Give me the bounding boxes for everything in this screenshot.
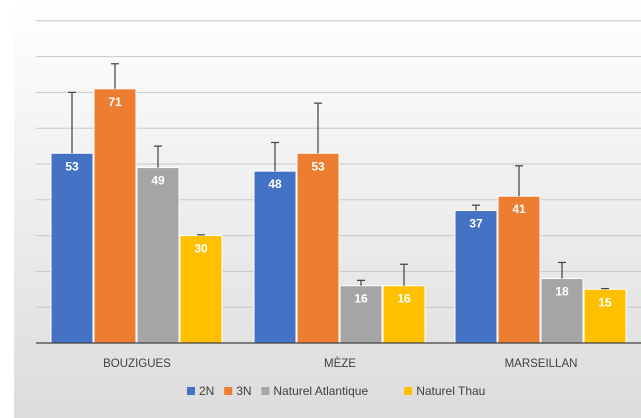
category-label: BOUZIGUES <box>103 358 171 370</box>
legend-swatch <box>187 387 195 395</box>
bar <box>583 288 627 344</box>
bar <box>50 152 94 344</box>
legend: 2N 3N Naturel Atlantique Naturel Thau <box>187 384 485 398</box>
data-label: 49 <box>151 174 165 188</box>
legend-swatch <box>261 387 270 395</box>
bar <box>497 195 541 344</box>
data-label: 16 <box>397 292 411 306</box>
data-label: 71 <box>108 95 122 109</box>
bar <box>540 278 584 344</box>
bar <box>136 167 180 344</box>
legend-swatch <box>224 387 233 395</box>
data-label: 48 <box>268 177 282 191</box>
bar <box>179 235 223 344</box>
data-label: 41 <box>512 202 526 216</box>
data-label: 37 <box>469 217 483 231</box>
category-label: MÈZE <box>324 357 356 370</box>
data-label: 53 <box>65 159 79 173</box>
category-labels: BOUZIGUES MÈZE MARSEILLAN <box>103 357 577 370</box>
legend-label: 3N <box>236 384 251 398</box>
legend-label: 2N <box>199 384 214 398</box>
bars: 53 71 49 30 48 53 16 16 37 41 18 15 <box>50 63 627 344</box>
data-label: 18 <box>555 285 569 299</box>
bar <box>339 285 383 344</box>
bar <box>296 152 340 344</box>
legend-label: Naturel Thau <box>416 384 485 398</box>
data-label: 30 <box>194 242 208 256</box>
bar <box>454 210 498 344</box>
legend-swatch <box>404 387 413 395</box>
bar <box>382 285 426 344</box>
category-label: MARSEILLAN <box>505 358 578 370</box>
legend-label: Naturel Atlantique <box>273 384 368 398</box>
data-label: 16 <box>354 292 368 306</box>
data-label: 53 <box>311 159 325 173</box>
bar <box>93 88 137 344</box>
bar <box>253 170 297 344</box>
data-label: 15 <box>598 295 612 309</box>
